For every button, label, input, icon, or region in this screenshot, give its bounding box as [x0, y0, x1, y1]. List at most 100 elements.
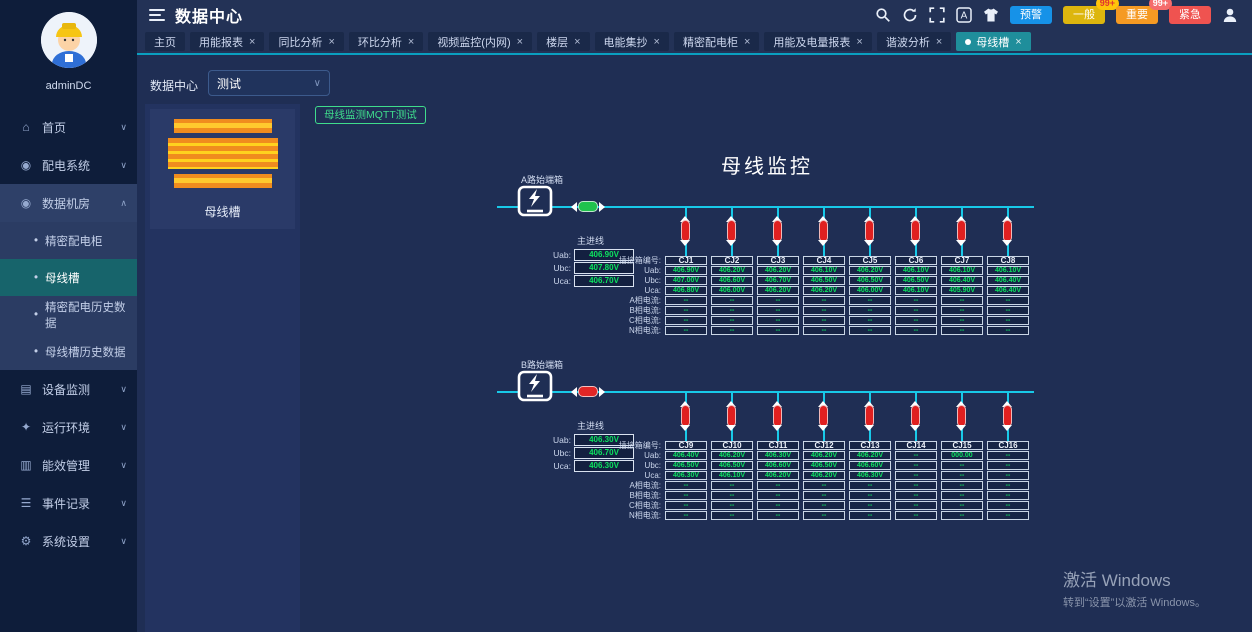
tab-close-icon[interactable]: ×	[653, 35, 660, 48]
username: adminDC	[45, 80, 92, 92]
sidebar-item[interactable]: 精密配电柜	[0, 222, 137, 259]
tab[interactable]: 同比分析 ×	[269, 32, 344, 51]
branch-ic: --	[757, 316, 799, 325]
tab[interactable]: 用能报表 ×	[190, 32, 265, 51]
branch-id: CJ2	[711, 256, 753, 265]
alarm-count-badge: 99+	[1148, 0, 1172, 10]
branch-ib: --	[803, 306, 845, 315]
branch-id: CJ9	[665, 441, 707, 450]
translate-icon[interactable]: A	[956, 7, 972, 23]
branch-id: CJ14	[895, 441, 937, 450]
sidebar-item[interactable]: ⌂ 首页 ∨	[0, 108, 137, 146]
branch-uab: 406.20V	[849, 451, 891, 460]
branch-data-table: CJ16 -- -- -- -- -- -- --	[987, 441, 1029, 520]
refresh-icon[interactable]	[902, 7, 918, 23]
theme-shirt-icon[interactable]	[983, 7, 999, 23]
branch-ic: --	[665, 501, 707, 510]
mqtt-test-button[interactable]: 母线监测MQTT测试	[315, 106, 426, 124]
tab[interactable]: 电能集抄 ×	[594, 32, 669, 51]
tab[interactable]: 主页	[145, 32, 185, 51]
branch-column: CJ2 406.20V 406.60V 406.00V -- -- -- --	[711, 170, 757, 336]
tab-close-icon[interactable]: ×	[1015, 35, 1022, 48]
tab[interactable]: 楼层 ×	[537, 32, 590, 51]
main-breaker-closed-indicator	[571, 201, 605, 212]
sidebar-item[interactable]: ◉ 数据机房 ∧	[0, 184, 137, 222]
branch-uab: 406.90V	[665, 266, 707, 275]
tab[interactable]: 环比分析 ×	[348, 32, 424, 51]
menu-icon: ▥	[20, 458, 32, 472]
menu-toggle-icon[interactable]	[149, 6, 165, 24]
branch-data-table: CJ13 406.20V 406.60V 406.30V -- -- -- --	[849, 441, 891, 520]
tab[interactable]: 母线槽 ×	[956, 32, 1031, 51]
branch-ia: --	[849, 296, 891, 305]
bus-section-b: B路始端箱 主进线 Uab: 406.30V Ubc: 406.70V Uca: 40…	[497, 355, 1037, 540]
branch-ia: --	[711, 296, 753, 305]
sidebar-item-label: 能效管理	[42, 458, 91, 473]
sidebar-item[interactable]: ▤ 设备监测 ∨	[0, 370, 137, 408]
tab-close-icon[interactable]: ×	[328, 35, 335, 48]
main-uab-value: 406.90V	[574, 249, 634, 261]
branch-ic: --	[941, 316, 983, 325]
sidebar-item[interactable]: ▥ 能效管理 ∨	[0, 446, 137, 484]
branch-id: CJ11	[757, 441, 799, 450]
branch-data-table: CJ3 406.20V 406.70V 406.20V -- -- -- --	[757, 256, 799, 335]
branch-uca: 406.10V	[895, 286, 937, 295]
branch-ia: --	[757, 296, 799, 305]
branch-uca: 406.40V	[987, 286, 1029, 295]
sidebar-item[interactable]: 母线槽历史数据	[0, 333, 137, 370]
branch-column: CJ6 406.10V 406.50V 406.10V -- -- -- --	[895, 170, 941, 336]
datacenter-select[interactable]: 测试 ∨	[208, 70, 330, 96]
branch-id: CJ5	[849, 256, 891, 265]
branch-ic: --	[849, 501, 891, 510]
bus-section-a: A路始端箱 主进线 Uab: 406.90V Ubc: 407.80V Uca: 40…	[497, 170, 1037, 355]
busbar-device-card[interactable]: 母线槽	[150, 109, 295, 229]
tab-close-icon[interactable]: ×	[935, 35, 943, 48]
sidebar-item[interactable]: ⚙ 系统设置 ∨	[0, 522, 137, 560]
chevron-icon: ∨	[120, 159, 127, 170]
tab-close-icon[interactable]: ×	[574, 35, 581, 48]
main-uab-value: 406.30V	[574, 434, 634, 446]
sidebar-item-label: 母线槽历史数据	[45, 346, 126, 359]
alarm-filter-button[interactable]: 预警	[1010, 6, 1052, 24]
fullscreen-icon[interactable]	[929, 7, 945, 23]
tab[interactable]: 谐波分析 ×	[876, 32, 952, 51]
alarm-filter-button[interactable]: 重要 99+	[1116, 0, 1172, 24]
sidebar-item[interactable]: ✦ 运行环境 ∨	[0, 408, 137, 446]
branch-data-table: CJ15 000.00 -- -- -- -- -- --	[941, 441, 983, 520]
tab[interactable]: 精密配电柜 ×	[673, 32, 760, 51]
tab[interactable]: 视频监控(内网) ×	[428, 32, 533, 51]
sidebar-item[interactable]: 母线槽	[0, 259, 137, 296]
sidebar-item-label: 精密配电柜	[45, 235, 103, 248]
user-icon[interactable]	[1222, 7, 1238, 23]
alarm-filter-button[interactable]: 紧急	[1169, 6, 1211, 24]
branch-id: CJ8	[987, 256, 1029, 265]
main-incoming-label: 主进线	[577, 421, 605, 431]
tab-close-icon[interactable]: ×	[407, 35, 415, 48]
windows-activation-watermark: 激活 Windows 转到“设置”以激活 Windows。	[1063, 571, 1207, 609]
tab-bar: 主页 用能报表 × 同比分析 × 环比分析 × 视频监控(内网) × 楼层 × …	[137, 30, 1252, 55]
avatar	[40, 12, 97, 68]
branch-in: --	[711, 511, 753, 520]
device-list-panel: 母线槽	[145, 104, 300, 632]
sidebar-item[interactable]: ◉ 配电系统 ∨	[0, 146, 137, 184]
sidebar-item[interactable]: 精密配电历史数据	[0, 296, 137, 333]
branch-column: CJ3 406.20V 406.70V 406.20V -- -- -- --	[757, 170, 803, 336]
tab-close-icon[interactable]: ×	[743, 35, 751, 48]
datacenter-select-value: 测试	[217, 76, 242, 91]
tab-close-icon[interactable]: ×	[249, 35, 256, 48]
tab[interactable]: 用能及电量报表 ×	[764, 32, 872, 51]
alarm-filter-button[interactable]: 一般 99+	[1063, 0, 1119, 24]
branch-data-table: CJ7 406.10V 406.40V 405.90V -- -- -- --	[941, 256, 983, 335]
branch-ubc: 406.50V	[803, 461, 845, 470]
tab-label: 用能及电量报表	[773, 36, 851, 49]
tab-close-icon[interactable]: ×	[516, 35, 524, 48]
tab-close-icon[interactable]: ×	[856, 35, 863, 48]
branch-connector-icon	[771, 401, 784, 431]
sidebar-item-label: 运行环境	[42, 420, 91, 435]
search-icon[interactable]	[875, 7, 891, 23]
sidebar-item[interactable]: ☰ 事件记录 ∨	[0, 484, 137, 522]
branch-ia: --	[711, 481, 753, 490]
branch-ib: --	[987, 491, 1029, 500]
branch-in: --	[849, 511, 891, 520]
branch-in: --	[665, 511, 707, 520]
